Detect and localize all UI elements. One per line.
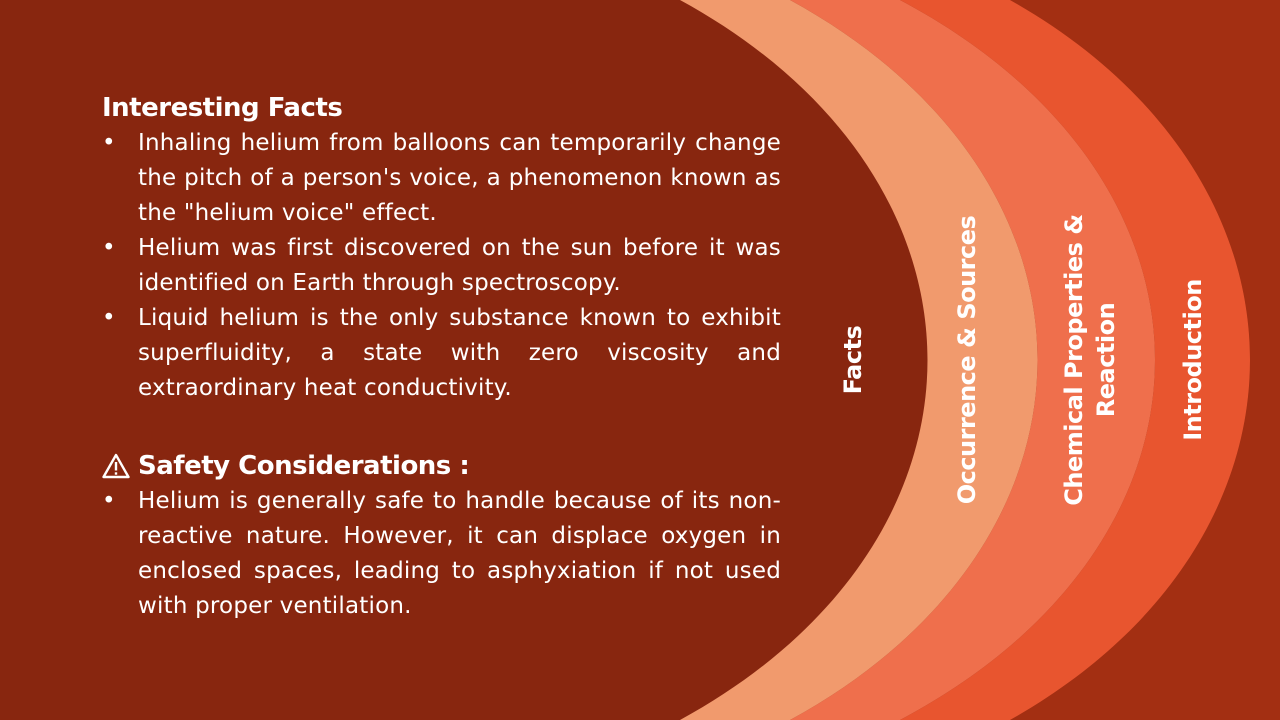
tab-introduction[interactable]: Introduction <box>1177 279 1209 441</box>
list-item: • Inhaling helium from balloons can temp… <box>102 126 781 231</box>
list-item: • Liquid helium is the only substance kn… <box>102 301 781 406</box>
arc-chemical-properties[interactable] <box>900 0 1250 720</box>
tab-introduction-label: Introduction <box>1179 279 1207 441</box>
warning-icon <box>102 453 130 479</box>
tab-occurrence-sources[interactable]: Occurrence & Sources <box>951 216 983 505</box>
tab-chemical-label-line2: Reaction <box>1092 302 1120 418</box>
arc-facts[interactable] <box>680 0 1038 720</box>
safety-heading: Safety Considerations : <box>138 451 470 481</box>
arc-occurrence[interactable] <box>790 0 1155 720</box>
bullet-glyph: • <box>102 488 116 514</box>
safety-text: Helium is generally safe to handle becau… <box>138 488 781 619</box>
tab-chemical-properties[interactable]: Chemical Properties & Reaction <box>1058 214 1122 505</box>
content-panel: Interesting Facts • Inhaling helium from… <box>102 90 781 624</box>
tab-chemical-label-line1: Chemical Properties & <box>1060 214 1088 506</box>
safety-list: • Helium is generally safe to handle bec… <box>102 484 781 624</box>
tab-facts[interactable]: Facts <box>837 326 869 395</box>
bullet-glyph: • <box>102 305 116 331</box>
safety-heading-row: Safety Considerations : <box>102 448 781 484</box>
list-item: • Helium was first discovered on the sun… <box>102 231 781 301</box>
arc-introduction[interactable] <box>1010 0 1280 720</box>
fact-text: Helium was first discovered on the sun b… <box>138 235 781 296</box>
fact-text: Inhaling helium from balloons can tempor… <box>138 130 781 226</box>
bullet-glyph: • <box>102 130 116 156</box>
bullet-glyph: • <box>102 235 116 261</box>
interesting-facts-heading: Interesting Facts <box>102 93 343 123</box>
tab-facts-label: Facts <box>839 325 867 395</box>
interesting-facts-list: • Inhaling helium from balloons can temp… <box>102 126 781 406</box>
tab-occurrence-label: Occurrence & Sources <box>953 215 981 505</box>
list-item: • Helium is generally safe to handle bec… <box>102 484 781 624</box>
fact-text: Liquid helium is the only substance know… <box>138 305 781 401</box>
